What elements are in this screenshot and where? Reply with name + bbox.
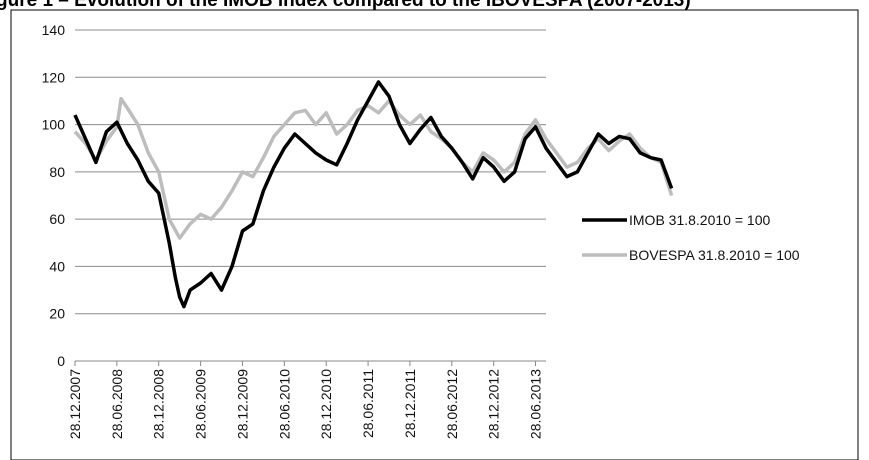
legend: IMOB 31.8.2010 = 100 BOVESPA 31.8.2010 = … [582,212,800,263]
y-tick-label: 60 [49,211,65,227]
x-tick-label: 28.12.2010 [318,369,334,439]
y-tick-label: 80 [49,164,65,180]
x-tick-label: 28.12.2007 [67,369,83,439]
y-axis: 0 20 40 60 80 100 120 140 [42,22,66,369]
gridlines [75,29,546,362]
x-tick-label: 28.06.2013 [528,369,544,439]
x-tick-label: 28.06.2009 [193,369,209,439]
y-tick-label: 120 [42,69,66,85]
x-tick-label: 28.12.2009 [234,369,250,439]
chart-border [10,9,859,460]
series-lines [73,80,674,309]
x-tick-label: 28.12.2012 [486,369,502,439]
legend-label: IMOB 31.8.2010 = 100 [629,212,770,228]
y-tick-label: 100 [42,117,66,133]
x-tick-label: 28.06.2012 [444,369,460,439]
x-tick-label: 28.06.2010 [276,369,292,439]
y-tick-label: 40 [49,258,65,274]
x-tick-label: 28.12.2008 [151,369,167,439]
series-line-imob [73,80,674,309]
x-axis: 28.12.2007 28.06.2008 28.12.2008 28.06.2009… [67,361,544,439]
y-tick-label: 20 [49,306,65,322]
x-tick-label: 28.06.2011 [360,369,376,438]
legend-label: BOVESPA 31.8.2010 = 100 [629,247,800,263]
x-tick-label: 28.06.2008 [109,369,125,439]
y-tick-label: 0 [57,353,65,369]
chart-title: gure 1 – Evolution of the IMOB index com… [0,0,691,11]
y-tick-label: 140 [42,22,66,38]
x-tick-label: 28.12.2011 [402,369,418,438]
series-line-bovespa [73,96,674,240]
